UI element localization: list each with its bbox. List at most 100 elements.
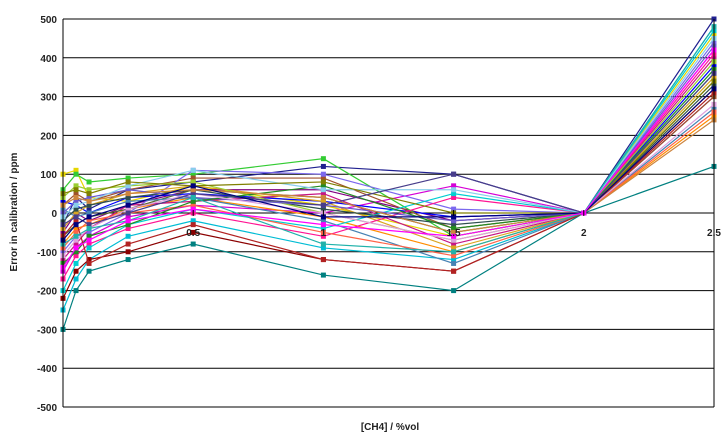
data-point — [73, 260, 79, 266]
y-tick-label: -500 — [37, 403, 57, 414]
data-point — [73, 226, 79, 232]
data-point — [320, 218, 326, 224]
data-point — [125, 249, 131, 255]
y-axis-ticks: 500 400 300 200 100 0 -100 -200 -300 -400 -500 — [37, 15, 57, 414]
series-24 — [60, 90, 717, 274]
data-point — [320, 171, 326, 177]
data-point — [86, 194, 92, 200]
data-point — [73, 167, 79, 173]
data-point — [451, 249, 457, 255]
data-point — [73, 202, 79, 208]
data-point — [73, 233, 79, 239]
y-tick-label: -100 — [37, 248, 57, 259]
data-point — [320, 175, 326, 181]
data-point — [86, 198, 92, 204]
x-tick-label: 0.5 — [186, 228, 200, 239]
x-tick-label: 1 — [321, 228, 327, 239]
y-tick-label: 500 — [40, 15, 57, 26]
data-point — [190, 198, 196, 204]
data-point — [125, 214, 131, 220]
series-line — [62, 26, 715, 253]
data-point — [190, 218, 196, 224]
data-point — [451, 171, 457, 177]
data-point — [451, 260, 457, 266]
data-point — [320, 191, 326, 197]
x-tick-label: 2.5 — [707, 228, 721, 239]
data-point — [451, 253, 457, 259]
data-point — [86, 245, 92, 251]
data-point — [451, 257, 457, 263]
data-point — [86, 229, 92, 235]
data-point — [73, 253, 79, 259]
data-point — [125, 194, 131, 200]
series-line — [62, 76, 715, 249]
data-point — [320, 233, 326, 239]
data-point — [451, 183, 457, 189]
data-point — [86, 241, 92, 247]
data-point — [451, 226, 457, 232]
data-point — [73, 194, 79, 200]
data-point — [73, 249, 79, 255]
y-tick-label: -300 — [37, 325, 57, 336]
data-point — [86, 191, 92, 197]
data-point — [320, 202, 326, 208]
data-point — [320, 214, 326, 220]
data-point — [190, 187, 196, 193]
data-point — [190, 194, 196, 200]
data-point — [73, 198, 79, 204]
data-point — [125, 191, 131, 197]
data-point — [320, 226, 326, 232]
x-tick-label: 2 — [581, 228, 587, 239]
data-point — [320, 156, 326, 162]
data-point — [451, 214, 457, 220]
data-point — [125, 179, 131, 185]
data-point — [451, 288, 457, 294]
data-point — [190, 179, 196, 185]
data-point — [73, 191, 79, 197]
data-point — [125, 187, 131, 193]
data-point — [451, 241, 457, 247]
data-point — [73, 276, 79, 282]
data-point — [73, 288, 79, 294]
x-axis-ticks: 0.5 1 1.5 2 2.5 — [186, 210, 721, 239]
data-point — [320, 206, 326, 212]
data-point — [320, 222, 326, 228]
data-point — [73, 229, 79, 235]
data-point — [73, 171, 79, 177]
data-point — [451, 191, 457, 197]
data-point — [320, 198, 326, 204]
data-point — [73, 183, 79, 189]
data-point — [86, 218, 92, 224]
data-point — [125, 222, 131, 228]
data-point — [125, 202, 131, 208]
data-point — [451, 237, 457, 243]
data-point — [451, 268, 457, 274]
series-line — [62, 49, 715, 272]
data-point — [451, 187, 457, 193]
y-tick-label: 400 — [40, 54, 57, 65]
data-point — [125, 183, 131, 189]
x-axis-label: [CH4] / %vol — [361, 422, 420, 433]
data-point — [320, 272, 326, 278]
data-point — [86, 237, 92, 243]
data-point — [451, 222, 457, 228]
data-point — [451, 218, 457, 224]
data-point — [73, 218, 79, 224]
y-tick-label: 0 — [51, 209, 57, 220]
series-line — [62, 45, 715, 222]
series-32 — [60, 47, 717, 270]
series-line — [62, 57, 715, 260]
data-point — [190, 202, 196, 208]
data-point — [86, 187, 92, 193]
data-point — [86, 210, 92, 216]
data-point — [320, 241, 326, 247]
data-point — [86, 222, 92, 228]
data-point — [73, 187, 79, 193]
data-point — [320, 229, 326, 235]
data-point — [125, 218, 131, 224]
data-point — [451, 233, 457, 239]
series-29 — [60, 24, 717, 255]
data-point — [320, 183, 326, 189]
data-point — [190, 191, 196, 197]
